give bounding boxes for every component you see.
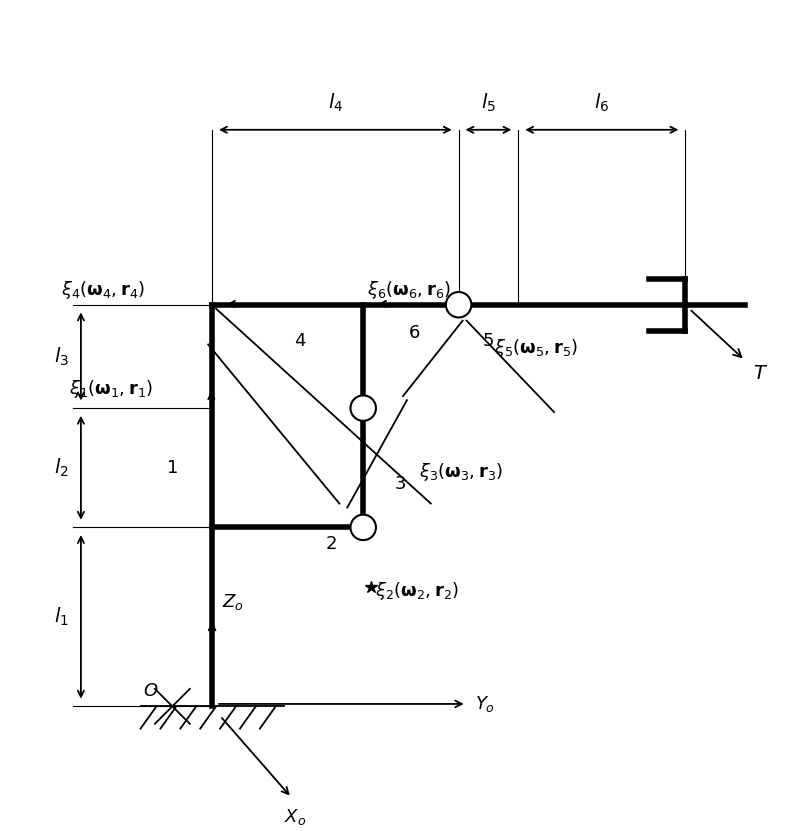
Text: $Y_o$: $Y_o$ bbox=[475, 694, 495, 714]
Text: 3: 3 bbox=[395, 475, 406, 493]
Text: $l_1$: $l_1$ bbox=[53, 606, 69, 628]
Text: 4: 4 bbox=[294, 332, 306, 350]
Text: $\xi_6(\mathbf{\omega}_6,\mathbf{r}_6)$: $\xi_6(\mathbf{\omega}_6,\mathbf{r}_6)$ bbox=[367, 278, 452, 301]
Text: $\xi_1(\mathbf{\omega}_1,\mathbf{r}_1)$: $\xi_1(\mathbf{\omega}_1,\mathbf{r}_1)$ bbox=[69, 378, 153, 401]
Circle shape bbox=[350, 514, 376, 540]
Text: $l_2$: $l_2$ bbox=[53, 456, 69, 479]
Text: $Z_o$: $Z_o$ bbox=[222, 593, 243, 612]
Text: 6: 6 bbox=[409, 323, 421, 342]
Text: $l_6$: $l_6$ bbox=[595, 91, 610, 114]
Text: $\xi_5(\mathbf{\omega}_5,\mathbf{r}_5)$: $\xi_5(\mathbf{\omega}_5,\mathbf{r}_5)$ bbox=[495, 337, 579, 360]
Text: $T$: $T$ bbox=[753, 364, 768, 383]
Text: $\xi_2(\mathbf{\omega}_2,\mathbf{r}_2)$: $\xi_2(\mathbf{\omega}_2,\mathbf{r}_2)$ bbox=[375, 580, 460, 602]
Text: $l_5$: $l_5$ bbox=[481, 91, 496, 114]
Text: 2: 2 bbox=[326, 535, 338, 553]
Text: $X_o$: $X_o$ bbox=[285, 807, 306, 827]
Circle shape bbox=[350, 396, 376, 420]
Text: $l_4$: $l_4$ bbox=[328, 91, 343, 114]
Text: $l_3$: $l_3$ bbox=[53, 345, 69, 367]
Text: 5: 5 bbox=[483, 332, 494, 350]
Text: $\xi_3(\mathbf{\omega}_3,\mathbf{r}_3)$: $\xi_3(\mathbf{\omega}_3,\mathbf{r}_3)$ bbox=[419, 460, 503, 483]
Text: $O$: $O$ bbox=[143, 682, 158, 700]
Circle shape bbox=[446, 292, 472, 317]
Text: 1: 1 bbox=[167, 459, 178, 477]
Text: $\xi_4(\mathbf{\omega}_4,\mathbf{r}_4)$: $\xi_4(\mathbf{\omega}_4,\mathbf{r}_4)$ bbox=[61, 278, 145, 301]
